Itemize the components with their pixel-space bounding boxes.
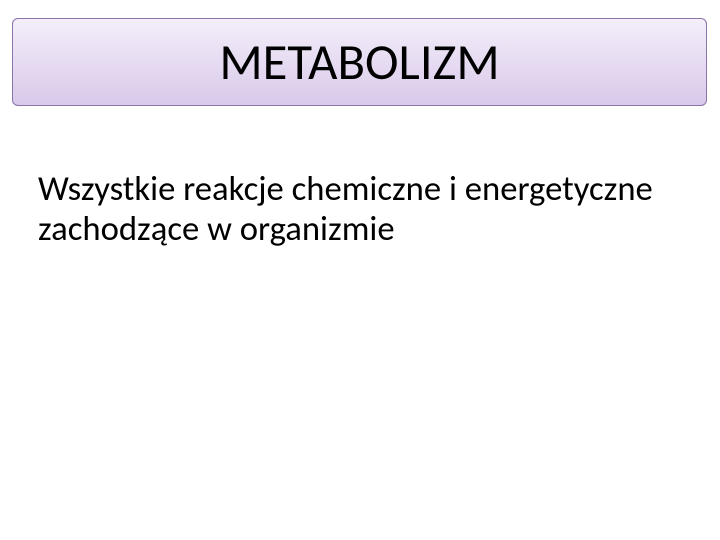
slide-body-text: Wszystkie reakcje chemiczne i energetycz… bbox=[38, 170, 678, 250]
slide-title: METABOLIZM bbox=[13, 31, 706, 93]
slide: METABOLIZM Wszystkie reakcje chemiczne i… bbox=[0, 0, 720, 540]
title-box: METABOLIZM bbox=[12, 18, 707, 106]
